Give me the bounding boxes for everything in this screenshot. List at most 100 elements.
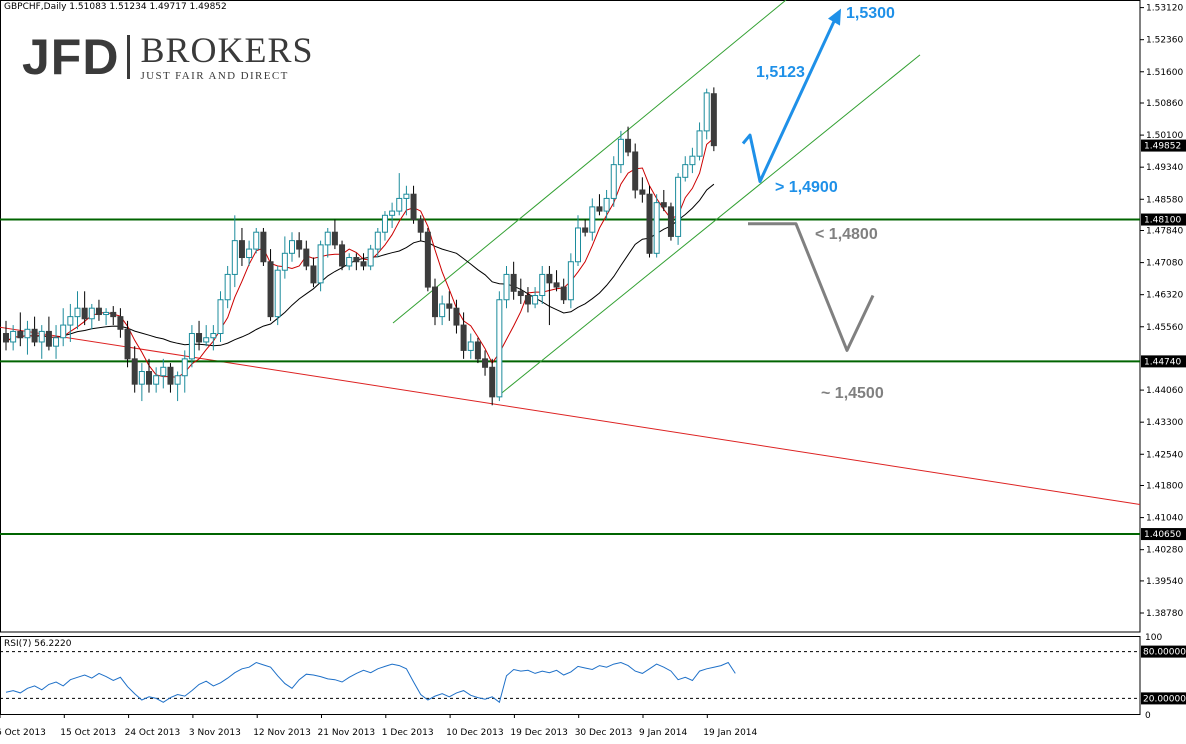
x-tick-label: 12 Nov 2013: [253, 728, 311, 738]
rsi-level-box: [1141, 645, 1186, 658]
candle-body: [360, 261, 367, 267]
candle-body: [417, 219, 424, 233]
candle-body: [289, 240, 295, 254]
candle-body: [439, 303, 446, 318]
candle-body: [474, 341, 481, 360]
candle-body: [274, 269, 281, 318]
candle-body: [95, 307, 102, 316]
x-tick-label: 9 Jan 2014: [639, 728, 687, 738]
candle-body: [160, 366, 167, 377]
candle-body: [367, 248, 374, 267]
candle-body: [567, 261, 574, 301]
candle-body: [60, 324, 67, 339]
candle-body: [374, 231, 381, 250]
current-price-label: 1.49852: [1144, 142, 1181, 152]
x-tick-label: 15 Oct 2013: [60, 728, 116, 738]
trendline-descending: [0, 326, 1141, 505]
level-price-label: 1.40650: [1144, 530, 1181, 540]
candle-body: [231, 240, 238, 275]
x-tick-label: 1 Dec 2013: [382, 728, 434, 738]
candle-body: [460, 324, 467, 351]
rsi-level-box: [1141, 692, 1186, 705]
moving-average-fast: [5, 137, 715, 378]
candle-body: [396, 197, 403, 212]
candle-body: [596, 206, 603, 212]
candle-body: [696, 130, 703, 157]
candle-body: [10, 330, 17, 343]
y-tick-label: 1.43300: [1146, 418, 1183, 428]
y-tick-label: 1.42540: [1146, 450, 1183, 460]
candle-body: [710, 93, 717, 147]
annotation-below-level: < 1,4800: [815, 226, 878, 243]
candle-body: [682, 164, 689, 178]
candle-body: [517, 290, 524, 297]
annotation-target-down: ~ 1,4500: [821, 385, 884, 402]
rsi-line: [5, 661, 736, 704]
candle-body: [188, 333, 195, 360]
x-tick-label: 24 Oct 2013: [125, 728, 181, 738]
annotation-support-break: > 1,4900: [775, 179, 838, 196]
candle-body: [196, 333, 203, 343]
y-tick-label: 1.38780: [1146, 609, 1183, 619]
candle-body: [303, 248, 310, 267]
annotation-recent-high: 1,5123: [756, 64, 805, 81]
x-tick-label: 19 Dec 2013: [510, 728, 568, 738]
candle-body: [53, 337, 60, 347]
scenario-up-path: [741, 12, 840, 183]
candle-body: [610, 164, 617, 199]
rsi-tick-label: 80.00000: [1143, 648, 1186, 658]
moving-average-slow: [5, 183, 715, 347]
candle-body: [74, 307, 81, 318]
candle-body: [539, 273, 546, 297]
axes: 1.53120 1.52360 1.51600 1.50860 1.50100 1.493…: [0, 4, 1186, 738]
logo-jfd-text: JFD: [22, 29, 120, 85]
y-tick-label: 1.40280: [1146, 546, 1183, 556]
candle-body: [110, 311, 117, 318]
candle-body: [45, 330, 52, 347]
candle-body: [546, 273, 553, 284]
price-overlays: [0, 0, 1141, 536]
level-price-label: 1.48100: [1144, 216, 1181, 226]
candle-body: [31, 328, 38, 343]
candle-body: [496, 299, 503, 398]
level-price-box: [1141, 355, 1186, 368]
x-tick-label: 3 Nov 2013: [189, 728, 241, 738]
candle-body: [675, 176, 682, 237]
candlestick-series: [3, 87, 717, 406]
candle-body: [331, 231, 338, 246]
candle-body: [203, 337, 210, 343]
rsi-tick-label: 100: [1145, 633, 1162, 643]
y-tick-label: 1.39540: [1146, 577, 1183, 587]
y-tick-label: 1.53120: [1146, 4, 1183, 14]
candle-body: [432, 286, 438, 318]
candle-body: [67, 316, 74, 326]
x-tick-label: 19 Jan 2014: [703, 728, 757, 738]
y-tick-label: 1.46320: [1146, 291, 1183, 301]
candle-body: [339, 244, 346, 267]
candle-body: [167, 366, 174, 385]
y-tick-label: 1.47840: [1146, 227, 1183, 237]
candle-body: [503, 273, 510, 301]
candle-body: [403, 193, 410, 199]
scenario-up-arrowhead: [828, 8, 841, 26]
candle-body: [381, 214, 388, 233]
candle-body: [267, 261, 274, 318]
y-tick-label: 1.50860: [1146, 99, 1183, 109]
candle-body: [389, 210, 396, 216]
candle-body: [639, 189, 646, 195]
rsi-tick-label: 20.00000: [1143, 694, 1186, 704]
candle-body: [138, 371, 145, 385]
rsi-panel: [0, 636, 1141, 715]
annotation-target-up: 1,5300: [846, 5, 895, 22]
candle-body: [632, 151, 639, 191]
candle-body: [482, 358, 489, 368]
candle-body: [146, 371, 152, 385]
price-panel-frame: [0, 0, 1141, 633]
candle-body: [553, 282, 560, 288]
logo-brokers-text: BROKERS: [140, 30, 314, 70]
y-tick-label: 1.49340: [1146, 163, 1183, 173]
scenario-arrows: [741, 8, 875, 352]
candle-body: [324, 231, 331, 246]
candle-body: [353, 257, 360, 263]
